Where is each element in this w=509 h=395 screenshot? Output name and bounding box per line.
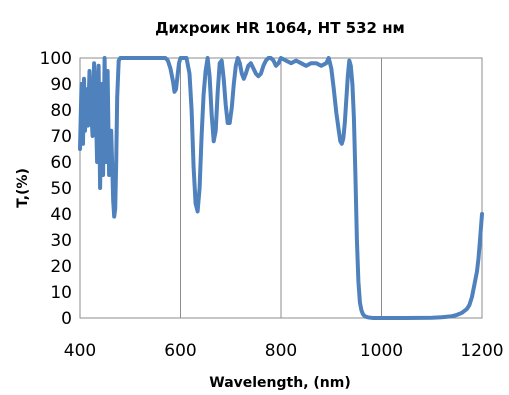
- y-axis-ticks: 0 10 20 30 40 50 60 70 80 90 100: [40, 49, 72, 329]
- y-tick-label: 100: [40, 49, 72, 69]
- x-tick-label: 1200: [460, 341, 503, 361]
- y-tick-label: 90: [50, 75, 72, 95]
- y-axis-label: T,(%): [15, 168, 31, 208]
- x-tick-label: 400: [64, 341, 96, 361]
- y-tick-label: 60: [50, 153, 72, 173]
- series-layer: [78, 56, 484, 320]
- chart-title: Дихроик HR 1064, HT 532 нм: [155, 19, 405, 37]
- x-axis-ticks: 400 600 800 1000 1200: [64, 341, 504, 361]
- y-tick-label: 40: [50, 205, 72, 225]
- y-tick-label: 70: [50, 127, 72, 147]
- x-axis-label: Wavelength, (nm): [209, 375, 351, 391]
- y-tick-label: 20: [50, 257, 72, 277]
- x-tick-label: 1000: [360, 341, 403, 361]
- y-tick-label: 10: [50, 283, 72, 303]
- x-tick-label: 600: [164, 341, 196, 361]
- y-tick-label: 50: [50, 179, 72, 199]
- grid-layer: [180, 58, 382, 318]
- y-tick-label: 0: [61, 309, 72, 329]
- transmission-series-line: [78, 56, 484, 320]
- x-tick-label: 800: [265, 341, 297, 361]
- y-tick-label: 30: [50, 231, 72, 251]
- y-tick-label: 80: [50, 101, 72, 121]
